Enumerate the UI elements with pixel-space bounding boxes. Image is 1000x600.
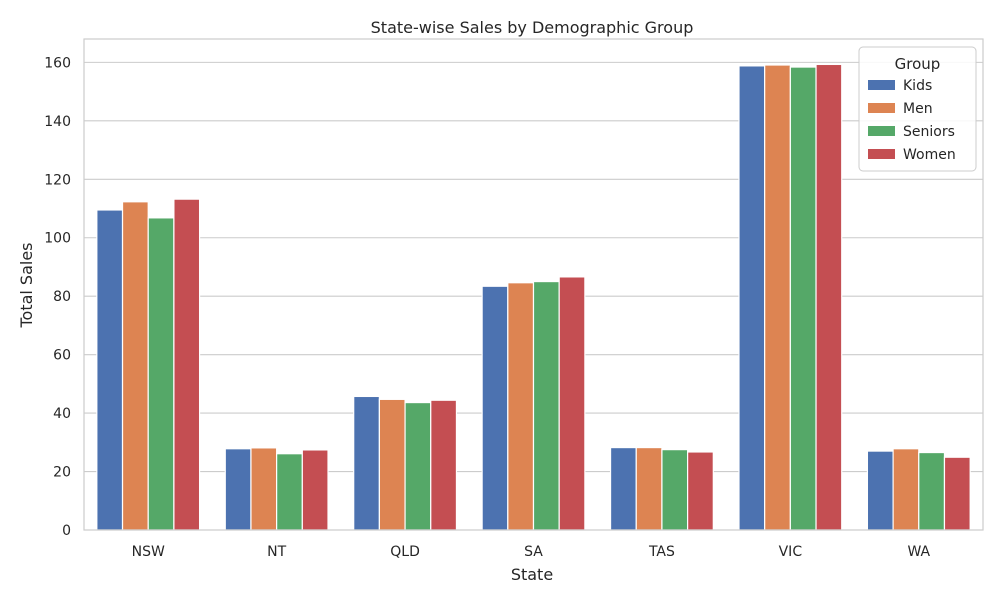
y-tick-label: 100 bbox=[44, 231, 71, 247]
y-axis-label: Total Sales bbox=[17, 242, 36, 328]
bar-sa-men bbox=[507, 282, 535, 531]
y-tick-label: 60 bbox=[53, 348, 71, 364]
y-tick-labels: 0 20 40 60 80 100 120 140 160 bbox=[44, 55, 71, 539]
y-tick-label: 20 bbox=[53, 465, 71, 481]
bar-nsw-women bbox=[173, 198, 201, 531]
bar-tas-women bbox=[687, 451, 714, 531]
legend-swatch bbox=[868, 149, 895, 159]
bar-nt-kids bbox=[224, 448, 252, 531]
y-tick-label: 120 bbox=[44, 172, 71, 188]
legend-swatch bbox=[868, 80, 895, 90]
x-tick-label: SA bbox=[524, 544, 543, 560]
bars bbox=[96, 63, 971, 531]
bar-nsw-seniors bbox=[147, 217, 175, 531]
bar-sa-seniors bbox=[532, 280, 560, 531]
bar-nsw-men bbox=[121, 201, 149, 531]
bar-wa-seniors bbox=[918, 451, 946, 531]
x-tick-labels: NSW NT QLD SA TAS VIC WA bbox=[132, 544, 931, 560]
legend-label: Kids bbox=[903, 78, 932, 94]
bar-tas-men bbox=[635, 446, 663, 531]
bar-qld-men bbox=[378, 398, 406, 531]
x-tick-label: TAS bbox=[648, 544, 675, 560]
x-tick-label: WA bbox=[907, 544, 930, 560]
bar-nsw-kids bbox=[96, 209, 124, 531]
bar-nt-seniors bbox=[276, 453, 303, 531]
y-tick-label: 80 bbox=[53, 289, 71, 305]
bar-qld-women bbox=[430, 399, 458, 531]
x-tick-label: NSW bbox=[132, 544, 165, 560]
bar-nt-men bbox=[250, 447, 278, 531]
legend-label: Men bbox=[903, 101, 933, 117]
y-tick-label: 40 bbox=[53, 406, 71, 422]
x-tick-label: NT bbox=[267, 544, 286, 560]
y-tick-label: 160 bbox=[44, 55, 71, 71]
legend-swatch bbox=[868, 126, 895, 136]
bar-vic-seniors bbox=[789, 66, 817, 531]
bar-qld-kids bbox=[353, 395, 380, 531]
bar-sa-kids bbox=[481, 285, 509, 531]
bar-tas-kids bbox=[609, 446, 637, 531]
chart-title: State-wise Sales by Demographic Group bbox=[371, 18, 694, 37]
legend-box bbox=[858, 46, 977, 172]
legend-label: Women bbox=[903, 147, 956, 163]
legend-swatch bbox=[868, 103, 895, 113]
bar-vic-women bbox=[815, 63, 843, 531]
x-tick-label: QLD bbox=[390, 544, 420, 560]
bar-wa-men bbox=[892, 448, 920, 531]
bar-qld-seniors bbox=[404, 401, 432, 531]
x-axis-label: State bbox=[511, 565, 553, 584]
y-tick-label: 140 bbox=[44, 114, 71, 130]
bar-sa-women bbox=[558, 276, 586, 531]
y-tick-label: 0 bbox=[62, 523, 71, 539]
bar-wa-women bbox=[943, 456, 971, 531]
legend-label: Seniors bbox=[903, 124, 955, 140]
bar-wa-kids bbox=[866, 450, 894, 531]
legend-title: Group bbox=[895, 55, 941, 73]
bar-vic-men bbox=[764, 64, 791, 531]
x-tick-label: VIC bbox=[779, 544, 803, 560]
legend: Group Kids Men Seniors Women bbox=[858, 46, 977, 172]
plot-frame bbox=[83, 38, 984, 531]
bar-nt-women bbox=[301, 449, 329, 531]
bar-vic-kids bbox=[738, 65, 766, 531]
bar-tas-seniors bbox=[661, 449, 689, 531]
